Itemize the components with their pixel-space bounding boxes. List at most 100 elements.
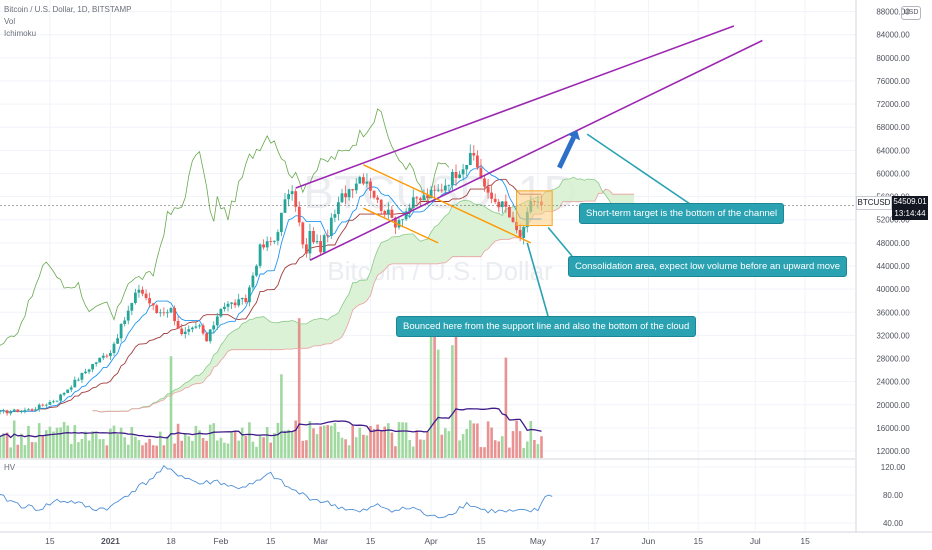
volume-bar [169,356,173,458]
candle-body [55,400,59,402]
candle-body [233,302,237,306]
volume-bar [180,440,183,458]
candle-body [283,199,287,213]
candle-body [112,343,116,353]
hv-label: HV [4,463,16,472]
volume-bar [112,425,116,458]
x-tick-label: 15 [366,536,376,546]
target-arrow-head [567,130,581,141]
volume-bar [276,422,280,458]
y-tick-label: 48000.00 [876,239,910,248]
volume-bar [216,440,219,458]
volume-bar [280,374,283,458]
currency-button[interactable]: USD [901,6,921,20]
volume-bar [12,420,16,458]
candle-body [205,333,208,342]
volume-bar [333,422,337,458]
volume-bar [0,436,2,458]
y-tick-label: 84000.00 [876,31,910,40]
volume-bar [476,423,479,458]
volume-bar [486,421,490,458]
volume-bar [426,431,429,458]
candle-body [240,298,244,300]
candle-body [180,328,184,334]
candle-body [77,379,80,381]
volume-bar [212,423,215,458]
x-tick-label: 15 [45,536,55,546]
volume-bar [390,432,394,458]
y-axis[interactable]: 12000.00 16000.00 20000.00 24000.00 28000.00… [876,8,910,528]
volume-bar [347,445,351,458]
ichimoku-cloud [92,177,635,412]
candle-body [48,402,52,405]
volume-bar [127,444,130,458]
volume-bar [219,437,223,458]
candle-body [376,197,379,200]
candle-body [173,308,176,322]
callout-consolidation[interactable]: Consolidation area, expect low volume be… [568,256,848,277]
callout-bounce[interactable]: Bounced here from the support line and a… [396,316,697,337]
y-tick-label: 40000.00 [876,285,910,294]
candle-body [362,177,365,184]
y-tick-label: 12000.00 [876,447,910,456]
volume-bar [20,433,23,458]
candle-body [454,172,458,178]
candle-body [329,217,333,236]
volume-bar [198,430,201,458]
y-tick-label: 20000.00 [876,401,910,410]
candle-body [87,369,91,372]
volume-bar [508,447,511,458]
candle-body [137,289,141,293]
volume-bar [59,427,62,458]
candle-body [351,189,355,191]
volume-bar [447,431,451,458]
candle-body [244,298,248,303]
candle-body [16,409,20,413]
candle-body [397,220,401,228]
volume-bar [248,422,251,458]
volume-bar [116,434,119,458]
volume-bar [397,422,401,458]
y-tick-label: 80000.00 [876,54,910,63]
x-tick-label: Mar [313,536,328,546]
candle-body [37,404,41,410]
drawings[interactable] [295,25,763,317]
candle-body [198,325,201,327]
hv-line [0,464,553,519]
volume-bar [454,324,458,458]
volume-bar [465,428,468,458]
candle-body [5,410,9,414]
x-axis[interactable]: 15 2021 18 Feb 15 Mar 15 Apr 15 May 17 Jun 15 Jul 15 [45,536,810,546]
volume-ma-line [0,407,542,439]
callout-target[interactable]: Short-term target is the bottom of the c… [579,203,785,224]
candle-body [251,275,255,288]
candle-body [369,181,372,191]
candle-body [401,219,404,221]
candle-body [223,306,226,309]
volume-bar [262,437,265,458]
ichimoku-indicator-label[interactable]: Ichimoku [4,29,37,38]
candle-body [333,214,337,218]
volume-indicator-label[interactable]: Vol [4,17,16,26]
symbol-title[interactable]: Bitcoin / U.S. Dollar, 1D, BITSTAMP [4,5,132,14]
candle-body [9,411,13,414]
consolidation-box [516,190,553,227]
candle-body [483,178,486,187]
candle-body [280,212,283,232]
volume-bar [223,442,226,458]
callout-bounce-leader [526,242,549,317]
volume-bar [55,427,59,458]
volume-bar [141,445,144,458]
volume-bar [297,318,301,458]
volume-bar [344,439,347,458]
candle-body [219,309,223,317]
candle-body [272,240,276,242]
y-tick-label: 52000.00 [876,216,910,225]
candle-body [169,308,173,313]
candle-body [134,292,137,303]
volume-bar [130,427,134,458]
candle-body [262,244,265,248]
volume-bar [287,429,290,458]
volume-bar [319,426,322,458]
volume-bar [429,331,433,458]
